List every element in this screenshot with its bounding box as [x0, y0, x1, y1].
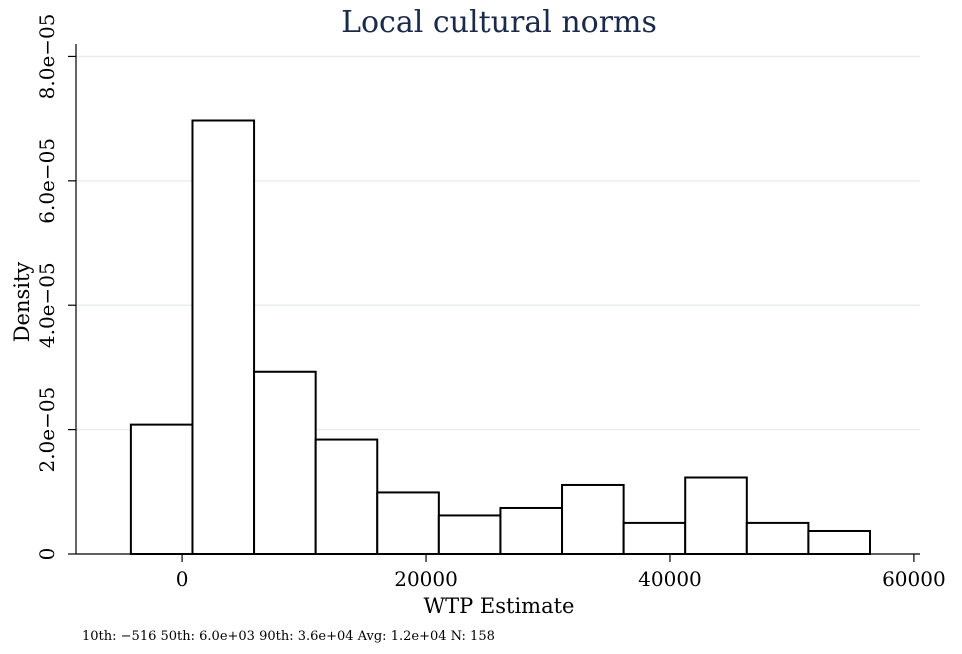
bar-8	[622, 521, 687, 556]
y-tick-label-0: 0	[35, 548, 59, 561]
bar-10	[745, 521, 810, 556]
bar-2	[253, 370, 317, 555]
x-axis-label: WTP Estimate	[424, 594, 575, 618]
y-tick-label-3: 6.0e−05	[35, 138, 59, 224]
bar-4	[376, 491, 440, 555]
axes	[75, 44, 920, 555]
bar-7	[561, 483, 625, 555]
y-tick-label-1: 2.0e−05	[35, 387, 59, 473]
y-axis-label: Density	[10, 262, 34, 343]
y-ticks: 0 2.0e−05 4.0e−05 6.0e−05 8.0e−05	[35, 14, 76, 561]
chart-title: Local cultural norms	[341, 5, 657, 40]
bar-3	[314, 438, 379, 555]
bar-0	[129, 423, 194, 556]
bar-6	[499, 506, 564, 556]
y-tick-label-4: 8.0e−05	[35, 14, 59, 100]
bar-9	[684, 476, 748, 555]
x-tick-label-1: 20000	[394, 567, 458, 591]
bar-1	[191, 119, 256, 555]
bars	[129, 119, 871, 556]
y-tick-label-2: 4.0e−05	[35, 262, 59, 348]
x-tick-label-3: 60000	[882, 567, 946, 591]
x-tick-label-2: 40000	[638, 567, 702, 591]
bar-5	[437, 514, 502, 555]
x-tick-label-0: 0	[176, 567, 189, 591]
bar-11	[807, 529, 871, 555]
summary-note: 10th: −516 50th: 6.0e+03 90th: 3.6e+04 A…	[82, 629, 495, 644]
x-ticks: 0 20000 40000 60000	[176, 554, 946, 591]
